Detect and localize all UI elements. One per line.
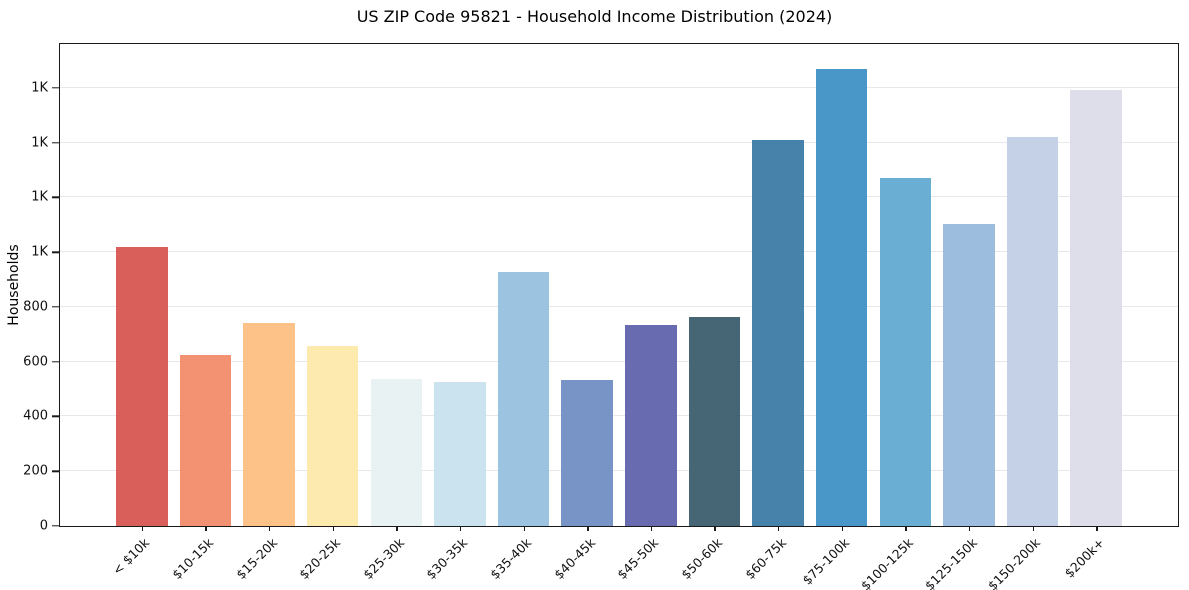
y-tick-label: 0 [39,518,48,534]
bar-slot: $60-75k [742,44,810,582]
bar [1070,89,1122,526]
x-tick-label: $50-60k [678,535,726,583]
y-tick-mark [52,525,59,527]
bar-slot: $125-150k [921,44,1001,590]
bar [561,380,613,526]
bar [306,345,359,526]
y-tick-label: 1K [31,244,48,260]
gridline [60,141,1178,143]
bar-slot: $30-35k [424,44,492,582]
bar [752,139,804,526]
x-tick-label: $150-200k [984,535,1044,590]
gridline [60,360,1178,362]
x-tick-mark [587,526,589,531]
bar [116,246,168,526]
gridline [60,470,1178,472]
x-tick-mark [1096,526,1098,531]
bar-slot: $150-200k [985,44,1065,590]
x-tick-label: $125-150k [921,535,980,590]
x-tick-label: $30-35k [423,535,471,583]
x-tick-label: $60-75k [741,535,789,583]
x-tick-mark [396,526,398,531]
bar [1006,136,1059,526]
bar-slot: $45-50k [614,44,683,582]
x-tick-mark [205,526,207,531]
gridline [60,196,1178,198]
y-tick-label: 800 [23,299,48,315]
y-tick-mark [52,470,59,472]
bar-slot: $200k+ [1061,44,1128,581]
gridline [60,415,1178,417]
y-tick-label: 200 [23,463,48,479]
x-tick-label: $10-15k [169,535,217,583]
bar-slot: $35-40k [487,44,556,582]
x-tick-mark [714,526,716,531]
y-tick-mark [52,141,59,144]
bar [943,223,995,526]
bar [370,378,423,526]
x-tick-mark [332,526,335,531]
x-tick-label: $75-100k [799,535,853,588]
x-tick-label: $25-30k [359,535,407,583]
x-tick-mark [841,526,844,531]
bar-slot: $10-15k [169,44,238,582]
x-tick-label: $40-45k [550,535,598,583]
x-tick-label: $200k+ [1061,535,1107,581]
y-tick-label: 1K [31,189,48,205]
y-tick-mark [52,87,59,89]
y-tick-mark [52,306,59,308]
x-tick-label: $20-25k [296,535,344,583]
bar [879,177,932,526]
bar-slot: $25-30k [360,44,429,582]
y-axis-label: Households [6,244,22,326]
bar [434,382,486,526]
x-tick-label: < $10k [109,535,153,578]
x-tick-label: $15-20k [232,535,280,583]
x-tick-mark [778,526,780,531]
y-tick-label: 1K [31,135,48,151]
x-tick-mark [269,526,271,531]
x-tick-mark [523,526,525,531]
bar-slot: $100-125k [858,44,938,590]
y-tick-mark [52,196,59,199]
y-tick-mark [52,415,59,418]
bar [625,324,677,526]
x-tick-mark [141,526,144,531]
x-tick-label: $100-125k [857,535,916,590]
x-tick-mark [459,526,462,531]
x-tick-mark [905,526,907,531]
x-tick-mark [1032,526,1034,531]
grid-layer [60,44,1178,526]
x-tick-mark [650,526,653,531]
bar-slot: $50-60k [678,44,747,582]
y-tick-mark [52,360,59,363]
bar-slot: $40-45k [551,44,619,582]
chart-title: US ZIP Code 95821 - Household Income Dis… [356,7,833,26]
x-tick-label: $45-50k [614,535,662,583]
bar-slot: < $10k [110,44,174,578]
gridline [60,251,1178,253]
bar-slot: $75-100k [800,44,874,588]
y-tick-label: 1K [31,80,48,96]
plot-area: < $10k $10-15k $15-20k $20-25k $25-30k $30-35… [23,43,1179,590]
gridline [60,86,1178,88]
bar [497,272,550,526]
bar [243,323,295,526]
bar [815,69,868,526]
y-tick-mark [52,251,59,253]
bars-container: < $10k $10-15k $15-20k $20-25k $25-30k $30-35… [110,44,1128,590]
bar-slot: $15-20k [233,44,301,582]
y-tick-label: 400 [23,408,48,424]
gridline [60,305,1178,307]
bar [688,316,741,526]
bar-slot: $20-25k [296,44,365,582]
bar [179,355,232,526]
x-tick-label: $35-40k [487,535,535,583]
y-tick-label: 600 [23,354,48,370]
x-tick-mark [968,526,971,531]
